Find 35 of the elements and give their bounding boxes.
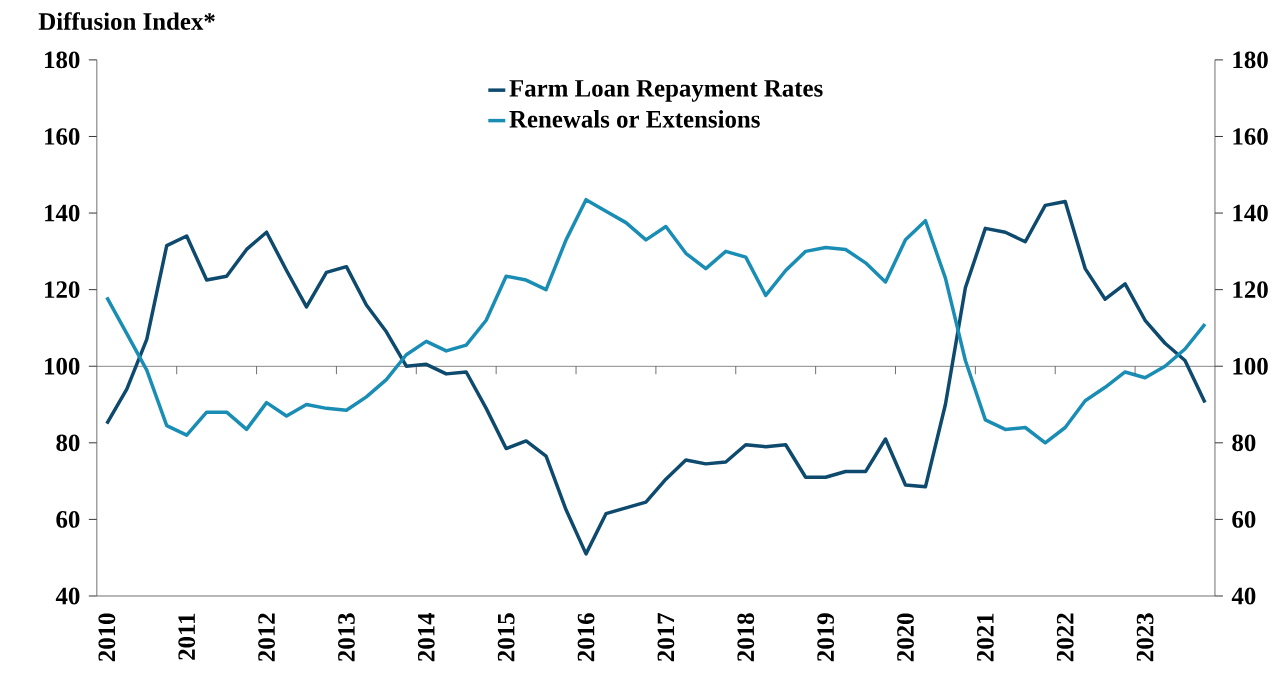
x-tick-label: 2014: [417, 613, 435, 662]
y2-tick-label: 60: [1232, 511, 1256, 528]
line-series: [105, 197, 1207, 445]
x-tick-label: 2013: [338, 613, 355, 662]
y2-tick-label: 180: [1233, 51, 1268, 69]
x-tick-label: 2012: [258, 613, 275, 662]
legend-label: Farm Loan Repayment Rates: [509, 80, 823, 102]
y-tick-label: 80: [56, 434, 80, 452]
y-tick-label: 180: [45, 51, 80, 69]
y2-tick-label: 80: [1232, 434, 1256, 452]
x-tick-label: 2019: [817, 613, 835, 662]
x-tick-label: 2016: [577, 613, 595, 662]
x-tick-label: 2022: [1056, 613, 1074, 662]
y2-tick-label: 120: [1233, 281, 1268, 299]
y2-tick-label: 40: [1231, 587, 1256, 605]
line-series: [105, 199, 1207, 556]
y-axis-title: Diffusion Index*: [38, 12, 215, 31]
x-tick-label: 2015: [497, 613, 515, 662]
y2-tick-label: 160: [1233, 128, 1268, 145]
y-tick-label: 100: [45, 357, 80, 375]
x-tick-label: 2017: [657, 613, 675, 662]
x-tick-label: 2023: [1136, 613, 1154, 662]
y-tick-label: 160: [45, 128, 80, 145]
y-tick-label: 120: [45, 281, 80, 299]
y-tick-label: 40: [55, 587, 80, 605]
y2-tick-label: 100: [1233, 357, 1268, 375]
y-tick-label: 60: [56, 511, 80, 528]
legend-label: Renewals or Extensions: [509, 110, 760, 128]
x-tick-label: 2020: [897, 613, 914, 662]
y2-tick-label: 140: [1233, 204, 1268, 222]
y-tick-label: 140: [45, 204, 80, 222]
x-tick-label: 2010: [98, 613, 116, 662]
x-tick-label: 2021: [976, 613, 994, 662]
x-tick-label: 2011: [178, 613, 196, 660]
x-tick-label: 2018: [737, 613, 755, 662]
